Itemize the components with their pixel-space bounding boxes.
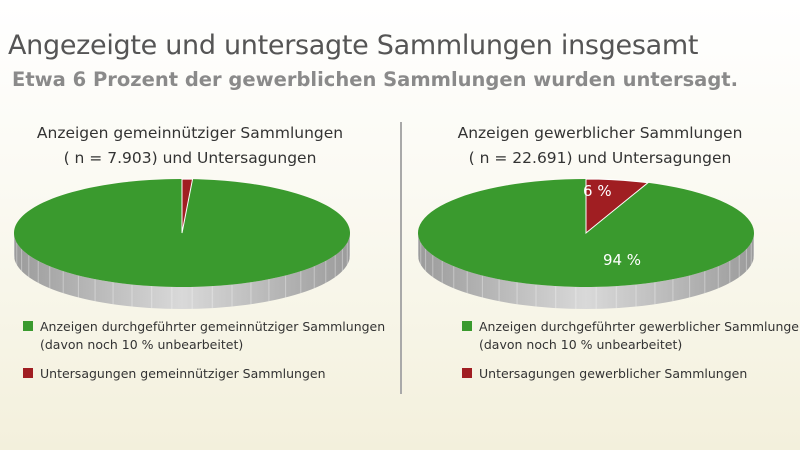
left-legend-label-red: Untersagungen gemeinnütziger Sammlungen xyxy=(40,366,326,381)
right-pie-title-line1: Anzeigen gewerblicher Sammlungen xyxy=(457,124,743,142)
legend-swatch-green xyxy=(462,321,472,331)
right-legend-label-red: Untersagungen gewerblicher Sammlungen xyxy=(479,366,748,381)
left-legend-note-green: (davon noch 10 % unbearbeitet) xyxy=(40,337,244,352)
left-legend-item-red: Untersagungen gemeinnütziger Sammlungen xyxy=(23,365,385,383)
right-legend-note-green: (davon noch 10 % unbearbeitet) xyxy=(479,337,683,352)
pie-rim xyxy=(14,233,350,309)
left-legend-item-green: Anzeigen durchgeführter gemeinnütziger S… xyxy=(23,318,385,354)
left-legend-label-green: Anzeigen durchgeführter gemeinnütziger S… xyxy=(40,319,386,334)
right-legend-item-red: Untersagungen gewerblicher Sammlungen xyxy=(462,365,800,383)
pie-rim xyxy=(418,233,754,309)
right-pie-title-line2: ( n = 22.691) und Untersagungen xyxy=(468,149,732,167)
right-legend: Anzeigen durchgeführter gewerblicher Sam… xyxy=(462,318,800,394)
pie-slice-red xyxy=(585,178,650,235)
pie-label-red: 6 % xyxy=(583,182,612,200)
left-pie-chart xyxy=(13,178,351,309)
chart-subtitle: Etwa 6 Prozent der gewerblichen Sammlung… xyxy=(12,68,739,91)
left-pie-title-line1: Anzeigen gemeinnütziger Sammlungen xyxy=(36,124,344,142)
right-legend-item-green: Anzeigen durchgeführter gewerblicher Sam… xyxy=(462,318,800,354)
right-pie-title: Anzeigen gewerblicher Sammlungen ( n = 2… xyxy=(400,121,800,171)
chart-title: Angezeigte und untersagte Sammlungen ins… xyxy=(8,30,699,61)
left-pie-title: Anzeigen gemeinnütziger Sammlungen ( n =… xyxy=(0,121,380,171)
legend-swatch-red xyxy=(462,368,472,378)
right-pie-chart: 6 % 94 % xyxy=(417,178,755,309)
pie-slice-red xyxy=(181,178,194,234)
right-legend-label-green: Anzeigen durchgeführter gewerblicher Sam… xyxy=(479,319,800,334)
left-pie-panel: Anzeigen gemeinnütziger Sammlungen ( n =… xyxy=(0,121,385,394)
legend-swatch-green xyxy=(23,321,33,331)
legend-swatch-red xyxy=(23,368,33,378)
right-pie-panel: Anzeigen gewerblicher Sammlungen ( n = 2… xyxy=(400,0,800,450)
left-pie-title-line2: ( n = 7.903) und Untersagungen xyxy=(63,149,317,167)
panel-divider xyxy=(400,122,402,394)
left-legend: Anzeigen durchgeführter gemeinnütziger S… xyxy=(23,318,385,394)
pie-label-green: 94 % xyxy=(603,251,641,269)
